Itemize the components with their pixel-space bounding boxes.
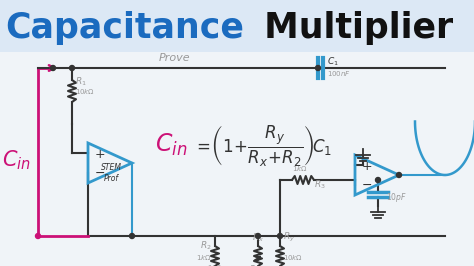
FancyBboxPatch shape — [0, 0, 474, 52]
Circle shape — [277, 234, 283, 239]
Circle shape — [316, 65, 320, 70]
Text: STEM
Prof: STEM Prof — [100, 163, 121, 183]
Text: $R_x$: $R_x$ — [252, 231, 264, 244]
Circle shape — [375, 177, 381, 182]
Text: $=\!\left(1\!+\!\dfrac{R_y}{R_x\!+\!R_2}\right)\!C_1$: $=\!\left(1\!+\!\dfrac{R_y}{R_x\!+\!R_2}… — [193, 123, 332, 168]
Text: $1k\Omega$: $1k\Omega$ — [207, 264, 223, 266]
Text: $R_3$: $R_3$ — [314, 179, 326, 191]
Text: Prove: Prove — [159, 53, 191, 63]
Circle shape — [51, 65, 55, 70]
Circle shape — [70, 65, 74, 70]
Text: $10k\Omega$: $10k\Omega$ — [283, 253, 303, 263]
Text: Capacitance: Capacitance — [5, 11, 244, 45]
Circle shape — [396, 172, 401, 177]
Text: $R_y$: $R_y$ — [283, 231, 295, 244]
Text: +: + — [362, 160, 373, 172]
Circle shape — [255, 234, 261, 239]
Text: $1k\Omega$: $1k\Omega$ — [292, 164, 308, 173]
Text: $C_{in}$: $C_{in}$ — [2, 148, 31, 172]
Text: +: + — [95, 148, 106, 160]
Circle shape — [36, 234, 40, 239]
Text: −: − — [95, 167, 106, 180]
Circle shape — [129, 234, 135, 239]
Text: $100nF$: $100nF$ — [327, 69, 351, 77]
Text: $R_1$: $R_1$ — [75, 76, 87, 88]
Text: −: − — [362, 178, 373, 192]
Text: $P$: $P$ — [249, 263, 256, 266]
Text: $1k\Omega$: $1k\Omega$ — [196, 253, 212, 263]
Text: $C_1$: $C_1$ — [327, 56, 339, 68]
Text: $R_2$: $R_2$ — [201, 240, 212, 252]
Text: Multiplier: Multiplier — [252, 11, 453, 45]
Text: $C_{in}$: $C_{in}$ — [155, 132, 187, 158]
Text: $10k\Omega$: $10k\Omega$ — [75, 88, 95, 97]
Text: $10pF$: $10pF$ — [386, 190, 407, 203]
